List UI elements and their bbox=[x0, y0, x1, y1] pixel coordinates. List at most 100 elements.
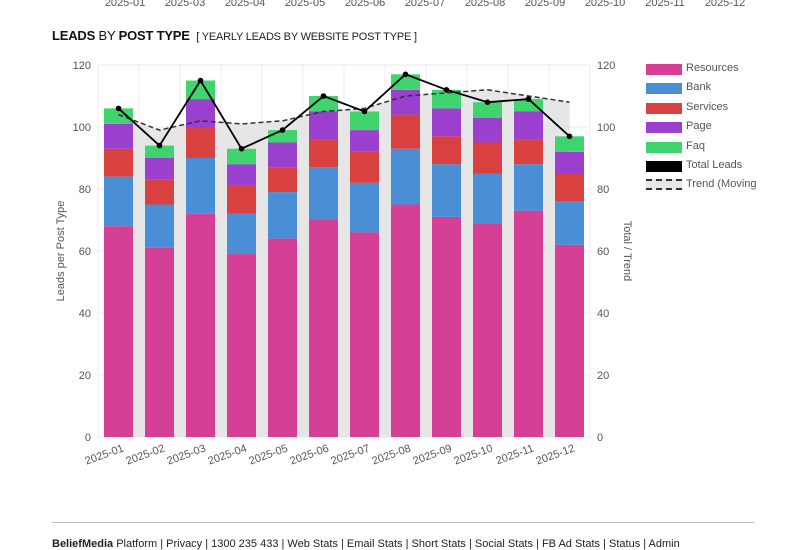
y-tick-label-left: 120 bbox=[73, 60, 91, 72]
bar-faq bbox=[391, 74, 420, 90]
y-tick-label-left: 40 bbox=[79, 308, 91, 320]
bar-services bbox=[555, 173, 584, 202]
total-leads-point bbox=[484, 99, 491, 105]
y-axis-title-left: Leads per Post Type bbox=[55, 201, 67, 302]
bar-page bbox=[432, 108, 461, 137]
bar-page bbox=[104, 123, 133, 149]
legend-label: Trend (Moving bbox=[686, 178, 757, 191]
bars-group bbox=[104, 74, 584, 437]
legend-label: Faq bbox=[686, 139, 705, 152]
y-tick-label-left: 0 bbox=[85, 432, 91, 444]
y-tick-label-right: 60 bbox=[597, 246, 609, 258]
y-tick-label-right: 80 bbox=[597, 184, 609, 196]
total-leads-point bbox=[115, 105, 122, 112]
y-tick-label-right: 20 bbox=[597, 370, 609, 382]
legend-label: Page bbox=[686, 120, 712, 133]
bar-bank bbox=[350, 182, 379, 233]
bar-faq bbox=[555, 136, 584, 152]
y-tick-label-left: 20 bbox=[79, 370, 91, 382]
bar-bank bbox=[227, 213, 256, 255]
bar-faq bbox=[145, 145, 174, 158]
y-axis-title-right: Total / Trend bbox=[621, 221, 633, 282]
legend-swatch bbox=[646, 102, 682, 114]
bar-services bbox=[432, 136, 461, 165]
bar-page bbox=[145, 158, 174, 180]
bar-bank bbox=[309, 167, 338, 220]
bar-resources bbox=[145, 247, 174, 437]
title-post-type: POST TYPE bbox=[118, 28, 190, 43]
bar-resources bbox=[391, 204, 420, 437]
x-tick-label: 2025-06 bbox=[288, 443, 330, 468]
bar-faq bbox=[104, 108, 133, 124]
bar-services bbox=[309, 139, 338, 168]
total-leads-point bbox=[279, 127, 286, 133]
total-leads-point bbox=[361, 108, 368, 115]
top-strip-label: 2025-10 bbox=[584, 0, 626, 9]
top-strip-label: 2025-01 bbox=[104, 0, 146, 9]
top-strip-label: 2025-04 bbox=[224, 0, 266, 9]
legend-label: Services bbox=[686, 100, 729, 113]
legend-swatch bbox=[646, 179, 682, 191]
bar-resources bbox=[555, 244, 584, 437]
x-tick-label: 2025-08 bbox=[370, 443, 412, 468]
legend-swatch bbox=[646, 83, 682, 95]
top-strip-label: 2025-07 bbox=[404, 0, 446, 9]
bar-page bbox=[350, 130, 379, 152]
total-leads-point bbox=[238, 145, 245, 152]
bar-resources bbox=[309, 220, 338, 437]
chart-subtitle: [ YEARLY LEADS BY WEBSITE POST TYPE ] bbox=[196, 31, 417, 43]
total-leads-point bbox=[156, 142, 163, 149]
bar-services bbox=[104, 148, 133, 177]
total-leads-point bbox=[443, 87, 450, 93]
bar-resources bbox=[227, 254, 256, 437]
legend-swatch bbox=[646, 122, 682, 134]
bar-bank bbox=[104, 176, 133, 227]
legend-swatch bbox=[646, 160, 682, 172]
x-tick-label: 2025-03 bbox=[165, 443, 207, 468]
legend-swatch bbox=[646, 141, 682, 153]
bar-bank bbox=[473, 173, 502, 224]
bar-page bbox=[555, 151, 584, 174]
bar-services bbox=[227, 185, 256, 214]
x-tick-label: 2025-01 bbox=[83, 443, 125, 468]
total-leads-point bbox=[566, 133, 573, 140]
bar-page bbox=[391, 89, 420, 115]
bar-bank bbox=[186, 158, 215, 214]
bar-services bbox=[391, 114, 420, 149]
bar-faq bbox=[309, 96, 338, 112]
top-strip-label: 2025-06 bbox=[344, 0, 386, 9]
footer-brand[interactable]: BeliefMedia bbox=[52, 538, 114, 550]
top-strip-label: 2025-08 bbox=[464, 0, 506, 9]
bar-page bbox=[514, 111, 543, 140]
y-tick-label-right: 100 bbox=[597, 122, 615, 134]
bar-resources bbox=[473, 223, 502, 437]
bar-page bbox=[473, 117, 502, 143]
footer-bar: BeliefMedia Platform | Privacy | 1300 23… bbox=[52, 538, 680, 550]
bar-faq bbox=[514, 99, 543, 112]
bar-services bbox=[268, 167, 297, 193]
y-tick-label-left: 100 bbox=[73, 122, 91, 134]
x-tick-label: 2025-07 bbox=[329, 443, 371, 468]
legend-label: Bank bbox=[686, 81, 712, 94]
bar-page bbox=[227, 164, 256, 186]
top-strip-label: 2025-05 bbox=[284, 0, 326, 9]
bar-services bbox=[145, 179, 174, 205]
y-tick-label-right: 120 bbox=[597, 60, 615, 72]
x-tick-label: 2025-11 bbox=[494, 443, 535, 468]
x-tick-label: 2025-02 bbox=[124, 443, 166, 468]
x-tick-label: 2025-05 bbox=[247, 443, 289, 468]
bar-resources bbox=[268, 238, 297, 437]
bar-bank bbox=[514, 164, 543, 211]
total-leads-point bbox=[525, 96, 532, 102]
footer-links[interactable]: Platform | Privacy | 1300 235 433 | Web … bbox=[113, 538, 680, 550]
total-leads-point bbox=[320, 93, 327, 99]
top-strip-label: 2025-11 bbox=[645, 0, 685, 9]
bar-resources bbox=[350, 232, 379, 437]
top-strip-label: 2025-09 bbox=[524, 0, 566, 9]
bar-resources bbox=[186, 213, 215, 437]
bar-faq bbox=[473, 102, 502, 118]
bar-services bbox=[350, 151, 379, 183]
footer-divider bbox=[52, 522, 754, 523]
x-tick-label: 2025-10 bbox=[452, 443, 494, 468]
bar-bank bbox=[432, 164, 461, 217]
